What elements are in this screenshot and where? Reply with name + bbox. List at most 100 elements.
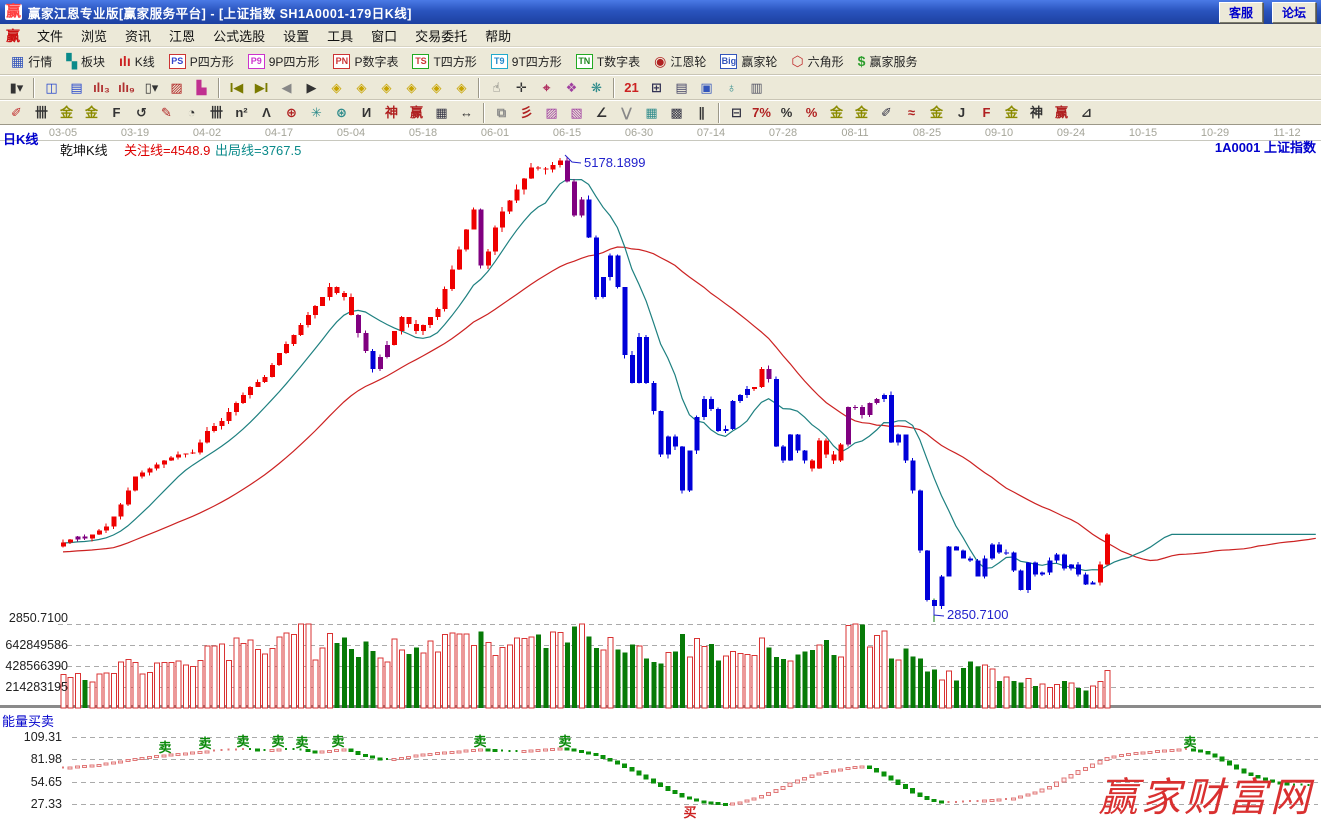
tool-angle-lines-button[interactable]: ∠ [589,103,614,123]
tool-red-pen-button[interactable]: ✎ [154,103,179,123]
toolbar-kline-button[interactable]: ılı K线 [112,47,162,75]
tool-last-page-button[interactable]: ▶Ι [249,78,274,98]
tool-angle-measure-button[interactable]: ⌖ [534,78,559,98]
tool-percent-button[interactable]: % [774,103,799,123]
tool-comb-ruler-2-button[interactable]: 卌 [204,103,229,123]
tool-gold-gann-2-button[interactable]: 金 [79,103,104,123]
tool-grid-star-button[interactable]: ⊛ [329,103,354,123]
tool-save-button[interactable]: ▣ [694,78,719,98]
tool-remote-pc-button[interactable]: ▥ [744,78,769,98]
tool-diamond-compress-button[interactable]: ◈ [399,78,424,98]
tool-diamond-all-button[interactable]: ◈ [424,78,449,98]
tool-speed-rays-button[interactable]: 彡 [514,103,539,123]
tool-candle-combo-button[interactable]: ▯▾ [139,78,164,98]
tool-kline-style-combo-button[interactable]: ▮▾ [4,78,29,98]
tool-f-ruler-button[interactable]: F [104,103,129,123]
tool-n-squared-button[interactable]: n² [229,103,254,123]
tool-brush-button[interactable]: ✐ [874,103,899,123]
symbol-label: 1A0001 上证指数 [1214,140,1316,155]
tool-parallel-lines-button[interactable]: ∥ [689,103,714,123]
tool-wave-tool-button[interactable]: ≈ [899,103,924,123]
tool-comb-ruler-button[interactable]: 卌 [29,103,54,123]
toolbar-quotes-button[interactable]: ▦ 行情 [4,47,59,75]
tool-fan-box-button[interactable]: ▨ [539,103,564,123]
menu-item-1[interactable]: 浏览 [81,29,108,44]
toolbar-p-square-button[interactable]: PS P四方形 [162,47,241,75]
toolbar-sectors-button[interactable]: ▚ 板块 [59,47,112,75]
tool-gold-angle-button[interactable]: 金 [999,103,1024,123]
tool-pattern-library-button[interactable]: ◫ [39,78,64,98]
tool-fan-box-2-button[interactable]: ▧ [564,103,589,123]
tool-si-angle-button[interactable]: ⊿ [1074,103,1099,123]
tool-gold-line-button[interactable]: 金 [924,103,949,123]
tool-gold-gann-1-button[interactable]: 金 [54,103,79,123]
tool-level-list-button[interactable]: ⊟ [724,103,749,123]
menu-item-3[interactable]: 江恩 [169,29,196,44]
menu-item-7[interactable]: 窗口 [371,29,398,44]
tool-drag-hand-button[interactable]: ☝ [484,78,509,98]
tool-v-wave-button[interactable]: ⋁ [614,103,639,123]
toolbar-winner-service-button[interactable]: $ 赢家服务 [851,47,925,75]
toolbar-9t-square-button[interactable]: T9 9T四方形 [484,47,569,75]
tool-kline-3-button[interactable]: ılı₃ [89,78,114,98]
gann-grid-icon: ▦ [645,104,658,120]
tool-mirror-tool-button[interactable]: Λ [254,103,279,123]
tool-grid-tool-button[interactable]: ❖ [559,78,584,98]
tool-zigzag-button[interactable]: И [354,103,379,123]
zigzag-icon: И [361,104,372,120]
tool-qiankun-pattern-button[interactable]: ▨ [164,78,189,98]
toolbar-t-number-table-button[interactable]: TN T数字表 [569,47,647,75]
toolbar-gann-wheel-button[interactable]: ◉ 江恩轮 [647,47,713,75]
tool-ying-tool-button[interactable]: 赢 [404,103,429,123]
tool-pen-button[interactable]: ✐ [4,103,29,123]
tool-diamond-fit-button[interactable]: ◈ [449,78,474,98]
tool-crosshair-button[interactable]: ✛ [509,78,534,98]
tool-diamond-expand-button[interactable]: ◈ [374,78,399,98]
tool-spiral-button[interactable]: ↺ [129,103,154,123]
tool-percent-lines-button[interactable]: % [799,103,824,123]
tool-star-rays-button[interactable]: ✳ [304,103,329,123]
menu-item-8[interactable]: 交易委托 [415,29,468,44]
toolbar-p-number-table-button[interactable]: PN P数字表 [326,47,405,75]
tool-ying-angle-button[interactable]: 赢 [1049,103,1074,123]
tool-gold-circle-button[interactable]: 金 [824,103,849,123]
tool-gann-grid-button[interactable]: ▦ [639,103,664,123]
tool-j-angle-button[interactable]: J [949,103,974,123]
tool-kline-9-button[interactable]: ılı₉ [114,78,139,98]
tool-notes-button[interactable]: ▤ [669,78,694,98]
tool-time-clock-button[interactable]: ◔ [179,103,204,123]
tool-shen-angle-button[interactable]: 神 [1024,103,1049,123]
menu-item-2[interactable]: 资讯 [125,29,152,44]
tool-circle-cross-button[interactable]: ⊕ [279,103,304,123]
tool-region-tool-button[interactable]: ❋ [584,78,609,98]
menu-item-9[interactable]: 帮助 [485,29,512,44]
tool-first-page-button[interactable]: Ι◀ [224,78,249,98]
tool-gann-grid-2-button[interactable]: ▩ [664,103,689,123]
menu-item-0[interactable]: 文件 [37,29,64,44]
menu-item-6[interactable]: 工具 [327,29,354,44]
customer-service-button[interactable]: 客服 [1218,1,1263,23]
tool-info-doc-button[interactable]: ▤ [64,78,89,98]
tool-send-net-button[interactable]: ♁ [719,78,744,98]
tool-diamond-left-button[interactable]: ◈ [324,78,349,98]
tool-h-span-arrow-button[interactable]: ↔ [454,103,479,123]
tool-f-angle-button[interactable]: F [974,103,999,123]
tool-calendar-button[interactable]: 21 [619,78,644,98]
tool-percent-7-button[interactable]: 7% [749,103,774,123]
toolbar-9p-square-button[interactable]: P9 9P四方形 [241,47,327,75]
tool-shen-tool-button[interactable]: 神 [379,103,404,123]
tool-ruler-123-button[interactable]: ▦ [429,103,454,123]
tool-prev-page-button[interactable]: ◀ [274,78,299,98]
menu-item-4[interactable]: 公式选股 [213,29,266,44]
toolbar-hexagon-button[interactable]: ⬡ 六角形 [784,47,850,75]
tool-gold-lines-button[interactable]: 金 [849,103,874,123]
menu-item-5[interactable]: 设置 [283,29,310,44]
tool-calculator-button[interactable]: ⊞ [644,78,669,98]
tool-diamond-right-button[interactable]: ◈ [349,78,374,98]
tool-volume-chart-button[interactable]: ▙ [189,78,214,98]
toolbar-winner-wheel-button[interactable]: Big 赢家轮 [713,47,784,75]
forum-button[interactable]: 论坛 [1271,1,1316,23]
tool-box-select-button[interactable]: ⧉ [489,103,514,123]
toolbar-t-square-button[interactable]: TS T四方形 [405,47,483,75]
tool-next-page-button[interactable]: ▶ [299,78,324,98]
